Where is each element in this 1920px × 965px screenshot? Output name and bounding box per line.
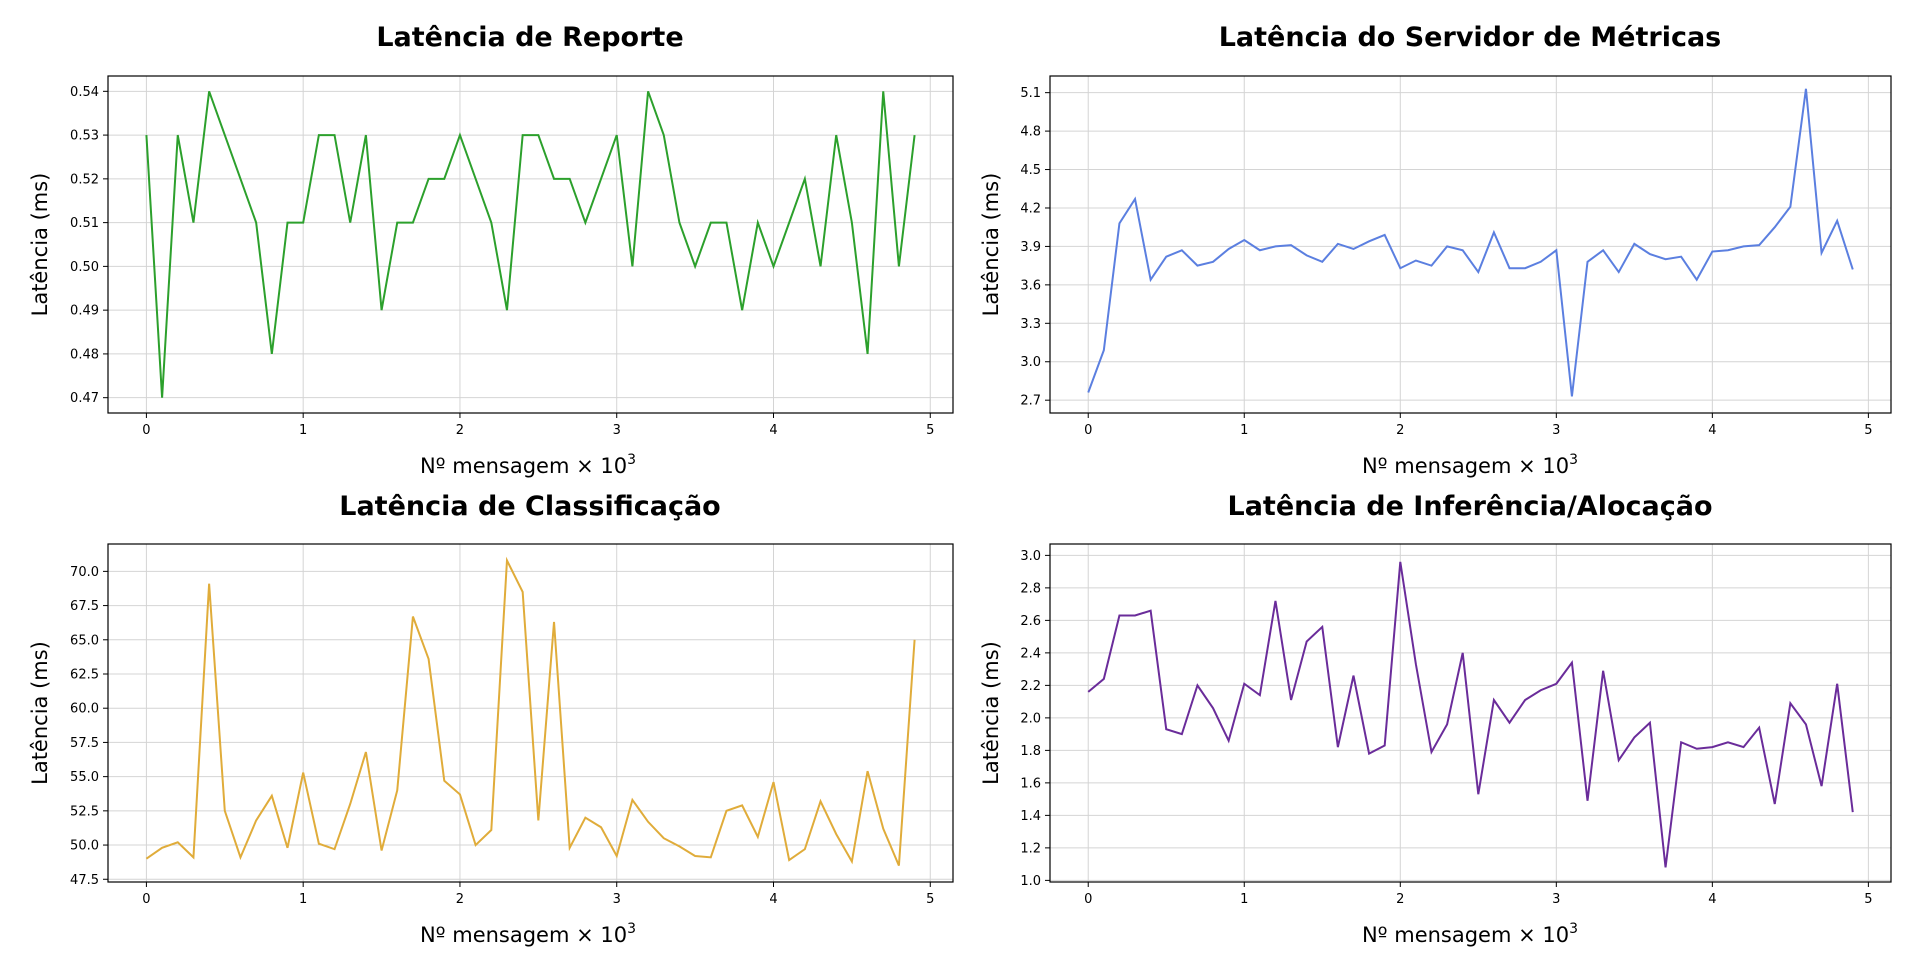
y-tick-label: 2.4 [1020,646,1041,661]
y-tick-label: 1.2 [1020,841,1041,856]
x-tick-label: 0 [142,423,150,438]
grid-lines [108,76,953,413]
grid-lines [108,544,953,882]
grid-lines [1050,76,1891,413]
y-tick-label: 3.0 [1020,549,1041,564]
x-tick-label: 1 [1240,423,1248,438]
y-tick-label: 47.5 [70,873,99,888]
y-tick-label: 0.48 [70,347,99,362]
x-axis-label: Nº mensagem × 103 [1362,921,1578,947]
latency-line [145,556,916,866]
y-tick-label: 67.5 [70,599,99,614]
x-tick-label: 2 [1396,423,1404,438]
axis-ticks: 0 1 2 3 4 5 2.7 3.0 3.3 3.6 3.9 4.2 4.5 4.8 5.1 [1020,86,1872,438]
y-tick-label: 62.5 [70,668,99,683]
chart-title: Latência de Inferência/Alocação [1228,491,1713,522]
chart-panel-reporte: Latência de Reporte 0 1 2 3 4 5 0.47 0.48 0.49 0.… [28,22,954,478]
axis-ticks: 0 1 2 3 4 5 0.47 0.48 0.49 0.50 0.51 0.52 0.53 0.54 [70,85,934,438]
x-tick-label: 4 [769,892,777,907]
y-tick-label: 2.2 [1020,679,1041,694]
chart-title: Latência de Reporte [376,22,683,53]
chart-panel-servidor-metricas: Latência do Servidor de Métricas 0 1 2 3 4 5 2… [979,22,1892,478]
x-axis-label: Nº mensagem × 103 [420,452,636,478]
y-tick-label: 52.5 [70,804,99,819]
y-tick-label: 5.1 [1020,86,1041,101]
plot-frame [1049,75,1892,414]
x-tick-label: 3 [1552,423,1560,438]
latency-line [1087,88,1854,397]
x-tick-label: 5 [1864,892,1872,907]
x-tick-label: 2 [456,423,464,438]
y-tick-label: 0.50 [70,260,99,275]
y-tick-label: 1.4 [1020,809,1041,824]
y-tick-label: 55.0 [70,770,99,785]
x-tick-label: 1 [299,423,307,438]
x-axis-label: Nº mensagem × 103 [420,921,636,947]
y-tick-label: 3.3 [1020,317,1041,332]
x-tick-label: 2 [456,892,464,907]
plot-frame [107,543,954,883]
x-tick-label: 0 [1084,892,1092,907]
y-axis-label: Latência (ms) [979,641,1003,785]
x-tick-label: 1 [299,892,307,907]
x-tick-label: 0 [142,892,150,907]
x-tick-label: 5 [1864,423,1872,438]
y-tick-label: 0.52 [70,172,99,187]
y-tick-label: 3.6 [1020,278,1041,293]
y-tick-label: 0.51 [70,216,99,231]
y-tick-label: 2.7 [1020,394,1041,409]
y-tick-label: 2.6 [1020,614,1041,629]
x-tick-label: 3 [613,892,621,907]
y-tick-label: 3.9 [1020,240,1041,255]
x-tick-label: 3 [1552,892,1560,907]
y-tick-label: 0.54 [70,85,99,100]
y-tick-label: 70.0 [70,565,99,580]
x-tick-label: 4 [769,423,777,438]
x-tick-label: 5 [926,423,934,438]
chart-title: Latência do Servidor de Métricas [1219,22,1722,53]
y-axis-label: Latência (ms) [28,173,52,317]
y-tick-label: 0.47 [70,391,99,406]
chart-panel-inferencia-alocacao: Latência de Inferência/Alocação 0 1 2 3 4 5 1.… [979,491,1892,947]
plot-frame [107,75,954,414]
x-tick-label: 4 [1708,423,1716,438]
grid-lines [1050,544,1891,882]
x-tick-label: 5 [926,892,934,907]
y-tick-label: 3.0 [1020,355,1041,370]
y-tick-label: 1.6 [1020,776,1041,791]
y-tick-label: 2.8 [1020,581,1041,596]
latency-line [1087,561,1854,868]
y-axis-label: Latência (ms) [28,641,52,785]
plot-frame [1049,543,1892,883]
chart-panel-classificacao: Latência de Classificação 0 1 2 3 4 5 47.5 50.0… [28,491,954,947]
x-tick-label: 1 [1240,892,1248,907]
axis-ticks: 0 1 2 3 4 5 47.5 50.0 52.5 55.0 57.5 60.0 62.5 65.0 67… [70,565,934,907]
y-tick-label: 65.0 [70,633,99,648]
x-tick-label: 0 [1084,423,1092,438]
y-tick-label: 57.5 [70,736,99,751]
y-tick-label: 4.8 [1020,125,1041,140]
x-tick-label: 4 [1708,892,1716,907]
x-tick-label: 2 [1396,892,1404,907]
y-tick-label: 1.0 [1020,874,1041,889]
x-axis-label: Nº mensagem × 103 [1362,452,1578,478]
y-tick-label: 4.5 [1020,163,1041,178]
y-tick-label: 2.0 [1020,711,1041,726]
x-tick-label: 3 [613,423,621,438]
y-tick-label: 0.49 [70,304,99,319]
y-tick-label: 50.0 [70,839,99,854]
chart-title: Latência de Classificação [339,491,720,522]
axis-ticks: 0 1 2 3 4 5 1.0 1.2 1.4 1.6 1.8 2.0 2.2 2.4 2.6 2.8 3.0 [1020,549,1872,907]
y-axis-label: Latência (ms) [979,173,1003,317]
y-tick-label: 1.8 [1020,744,1041,759]
latency-line [145,90,916,398]
y-tick-label: 0.53 [70,129,99,144]
y-tick-label: 60.0 [70,702,99,717]
y-tick-label: 4.2 [1020,201,1041,216]
